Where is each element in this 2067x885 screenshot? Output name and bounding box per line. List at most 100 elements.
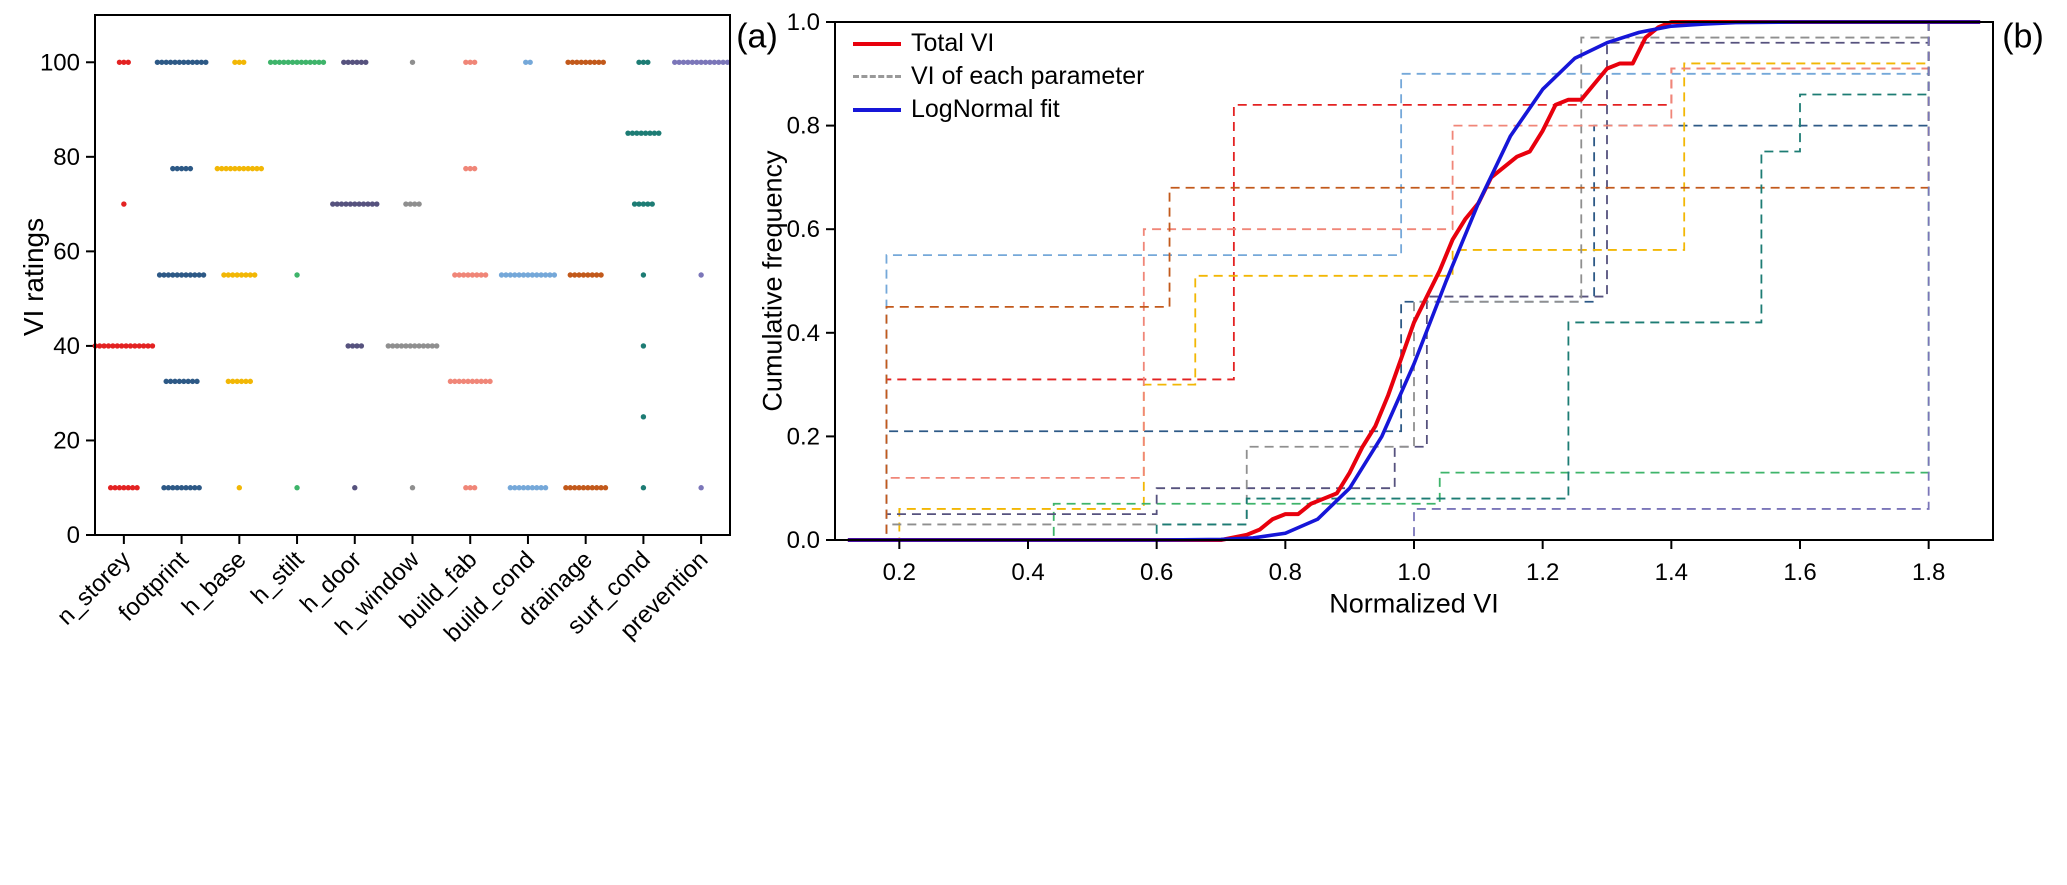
vi-dot [285,59,291,65]
panel-a-frame [94,14,731,536]
cdf-surf_cond [847,21,1981,541]
vi-dot [165,485,172,491]
vi-dot [680,59,687,65]
vi-dot [512,272,518,278]
vi-dot [529,272,536,278]
vi-dot [161,272,167,278]
vi-dot [225,272,232,278]
vi-dot [463,485,469,491]
vi-dot [720,59,726,65]
vi-dot [534,485,540,491]
vi-dot [576,485,582,491]
vi-dot [172,59,178,65]
vi-dot [134,485,140,491]
vi-dot [349,343,356,349]
vi-dot [640,343,647,349]
vi-dot [629,130,636,136]
vi-dot [571,272,578,278]
panel-a-ytick-label: 100 [40,49,80,76]
vi-dot [232,59,238,65]
vi-dot [112,485,118,491]
vi-dot [110,343,116,349]
vi-dot [676,59,682,65]
vi-dot [685,59,691,65]
vi-dot [452,378,458,385]
vi-dot [345,343,351,349]
vi-dot [471,59,478,65]
vi-dot [567,272,573,278]
vi-dot [174,485,180,491]
vi-dot [416,343,422,349]
vi-dot [170,272,176,278]
vi-dot [647,130,653,136]
vi-dot [640,272,647,278]
vi-dot [567,485,573,491]
vi-dot [219,165,225,172]
vi-dot [471,485,478,491]
vi-dot [178,165,185,172]
vi-dot [374,201,380,207]
vi-dot [230,272,236,278]
vi-dot [640,59,647,65]
vi-dot [498,272,505,278]
panel-b-xtick-label: 0.2 [883,559,916,586]
vi-dot [631,201,638,207]
vi-dot [145,343,151,349]
vi-dot [172,378,178,385]
vi-dot [585,485,591,491]
strip-build_fab [447,59,493,491]
vi-dot [123,343,129,349]
vi-dot [178,485,185,491]
vi-dot [707,59,713,65]
vi-dot [176,59,183,65]
vi-dot [198,59,205,65]
vi-dot [582,59,589,65]
vi-dot [463,59,469,65]
vi-dot [394,343,400,349]
vi-dot [642,130,649,136]
vi-dot [307,59,313,65]
panel-b-xtick-label: 1.6 [1783,559,1816,586]
vi-dot [407,343,413,349]
vi-dot [467,59,473,65]
vi-dot [272,59,278,65]
panel-b-label: (b) [2002,17,2044,56]
vi-dot [311,59,318,65]
vi-dot [247,378,254,385]
strip-footprint [154,59,209,491]
vi-dot [551,272,558,278]
vi-dot [520,272,527,278]
panel-a-ytick-label: 40 [53,333,80,360]
cdf-plot: 0.2 0.4 0.6 0.8 1.0 1.2 1.4 1.6 1.8 0.0 0.2 0.4 0.6 0… [787,9,1994,586]
vi-dot [352,485,358,491]
vi-dot [234,378,240,385]
vi-dot [154,59,161,65]
vi-dot [281,59,287,65]
vi-dot [203,59,209,65]
panel-b-xtick-label: 1.4 [1655,559,1688,586]
vi-dot [467,485,473,491]
vi-dot [456,272,462,278]
panel-b-ytick-label: 0.6 [787,216,820,243]
vi-dot [471,165,478,172]
vi-dot [243,378,249,385]
vi-dot [711,59,718,65]
vi-dot [183,165,189,172]
vi-dot [589,485,595,491]
vi-dot [189,59,196,65]
panel-b-xlabel: Normalized VI [1329,588,1499,619]
vi-dot [236,59,243,65]
vi-dot [196,485,202,491]
vi-dot [574,59,580,65]
vi-dot [298,59,305,65]
vi-dot [369,201,376,207]
vi-dot [136,343,142,349]
legend-line-parameter-vi [853,75,901,78]
vi-dot [221,272,227,278]
panel-b-ytick-label: 0.0 [787,527,820,554]
cdf-h_door [847,21,1981,541]
vi-dot [236,485,243,491]
vi-dot [165,272,172,278]
vi-dot [542,272,549,278]
vi-dot [258,165,265,172]
